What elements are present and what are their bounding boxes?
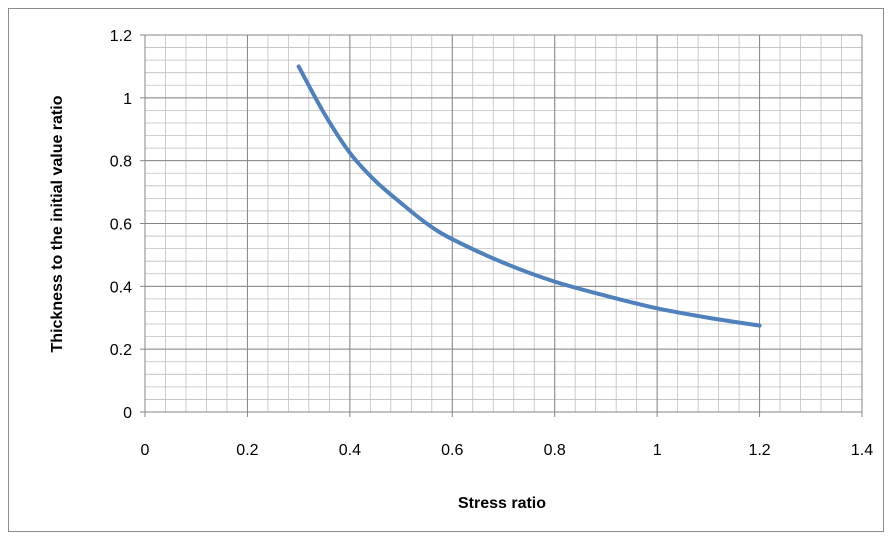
x-tick-label: 1 xyxy=(653,442,662,459)
x-tick-label: 0.6 xyxy=(441,442,463,459)
x-tick-labels: 0 0.2 0.4 0.6 0.8 1 1.2 1.4 xyxy=(141,442,874,459)
y-axis-title: Thickness to the initial value ratio xyxy=(49,95,66,352)
series-layer xyxy=(296,64,762,328)
x-tick-label: 0 xyxy=(141,442,150,459)
x-tick-label: 0.8 xyxy=(544,442,566,459)
x-tick-label: 0.2 xyxy=(236,442,258,459)
x-axis-title: Stress ratio xyxy=(458,495,546,512)
axes xyxy=(140,34,863,417)
y-tick-label: 0 xyxy=(123,405,132,422)
series-line xyxy=(296,64,762,328)
y-tick-label: 1.2 xyxy=(110,28,132,45)
x-tick-label: 1.4 xyxy=(851,442,873,459)
grid xyxy=(144,34,863,413)
x-tick-label: 0.4 xyxy=(339,442,361,459)
y-tick-label: 0.4 xyxy=(110,279,132,296)
y-tick-label: 0.6 xyxy=(110,217,132,234)
chart-frame xyxy=(8,8,884,532)
x-tick-label: 1.2 xyxy=(748,442,770,459)
y-tick-label: 1 xyxy=(123,91,132,108)
y-tick-label: 0.8 xyxy=(110,154,132,171)
y-tick-label: 0.2 xyxy=(110,342,132,359)
y-tick-labels: 0 0.2 0.4 0.6 0.8 1 1.2 xyxy=(110,28,132,422)
